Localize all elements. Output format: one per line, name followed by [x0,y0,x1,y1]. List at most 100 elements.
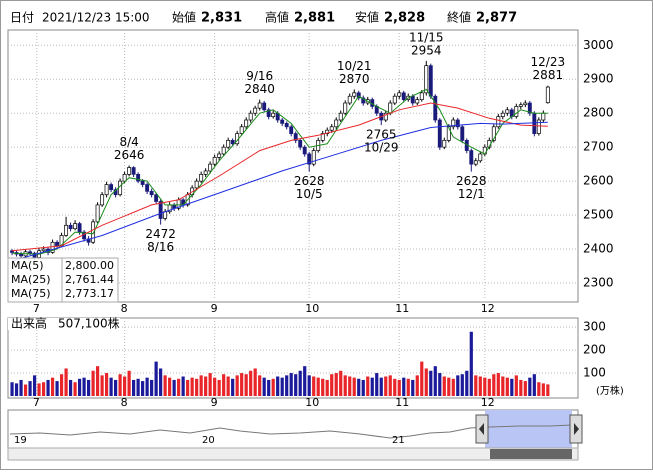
volume-bar [361,379,365,396]
volume-bar [537,382,541,396]
volume-bar [235,375,239,396]
candle-body [383,112,388,121]
ma-line [12,102,548,252]
candle-body [545,86,550,104]
candle-body [257,102,262,109]
volume-bar [321,378,325,396]
volume-bar [438,373,442,396]
volume-bar [154,361,158,396]
volume-bar [64,368,68,396]
ma-line [11,121,548,262]
candle-body [217,153,222,158]
candle-body [410,95,415,104]
x-tick-label: 7 [33,396,40,409]
annotation-value: 2628 [294,174,325,188]
legend-name: MA(25) [11,273,51,286]
volume-bar [159,368,163,396]
candle-body [505,109,510,114]
volume-bar [487,378,491,396]
volume-bar [465,370,469,396]
candle-body [77,223,82,233]
volume-bar [352,377,356,396]
volume-bar [181,376,185,396]
volume-bar [190,377,194,396]
volume-bar [231,378,235,396]
volume-bar [50,377,55,396]
candle-body [392,95,397,104]
annotation-label: 8/4 [119,135,138,149]
candle-body [289,126,294,134]
scroll-thumb[interactable] [490,449,572,459]
candle-body [244,119,249,128]
volume-bar [343,375,347,396]
annotation-value: 2472 [145,227,176,241]
annotation-label: 10/5 [296,187,323,201]
candle-body [50,241,55,253]
candle-body [455,119,460,128]
x-tick-label: 11 [395,302,409,315]
candle-body [212,157,217,165]
candle-body [199,173,204,182]
candle-body [280,119,285,124]
candle-body [266,109,271,117]
volume-bar [95,366,100,396]
volume-bar [59,374,64,396]
candle-body [352,92,357,97]
candle-body [527,102,532,114]
legend-value: 2,800.00 [65,259,114,272]
volume-bar [86,379,91,396]
header: 日付 2021/12/23 15:00 始値 2,831 高値 2,881 安値 2,828 終… [10,10,517,26]
candle-body [284,123,289,128]
volume-bar [375,373,379,396]
annotation-label: 10/29 [364,141,399,155]
candle-body [298,140,303,148]
volume-bar [100,375,104,396]
scrollbar[interactable] [7,447,579,461]
candle-body [149,190,154,196]
candle-body [158,201,163,219]
volume-bar [370,377,374,396]
candle-body [91,221,96,243]
volume-bar [168,377,172,396]
candle-body [541,112,546,121]
candle-body [154,194,159,202]
volume-bar [77,378,82,396]
nav-label: 21 [392,435,405,446]
field-label: 高値 [265,10,289,25]
candle-body [325,129,330,134]
navigator-range [485,410,572,448]
legend-box [7,257,119,303]
volume-bar [271,378,275,396]
volume-bar [357,378,361,396]
volume-bar [510,378,514,396]
volume-bar [460,374,464,396]
candle-body [208,163,213,172]
volume-bar [456,375,460,396]
candle-body [415,99,420,104]
volume-bar [244,374,248,396]
field-value: 2,877 [476,11,517,26]
volume-bar [528,377,532,396]
candle-body [469,150,474,165]
y-tick-label: 2800 [583,106,614,120]
candle-body [424,65,429,94]
annotation-label: 9/16 [246,69,273,83]
volume-bar [41,382,46,396]
candle-body [514,106,519,117]
volume-bar [388,375,392,396]
candle-body [451,119,456,128]
volume-bar [519,379,523,396]
candle-body [536,119,541,134]
volume-bar [330,374,334,396]
y-tick-label: 2700 [583,140,614,154]
volume-bar [451,378,455,396]
volume-bar [393,378,397,396]
field-value: 2,881 [294,11,335,26]
volume-tick-label: 300 [583,320,606,334]
volume-bar [204,376,208,396]
candle-body [104,184,109,196]
volume-bar [145,377,149,396]
volume-bar [23,384,28,396]
legend-value: 2,773.17 [65,287,114,300]
